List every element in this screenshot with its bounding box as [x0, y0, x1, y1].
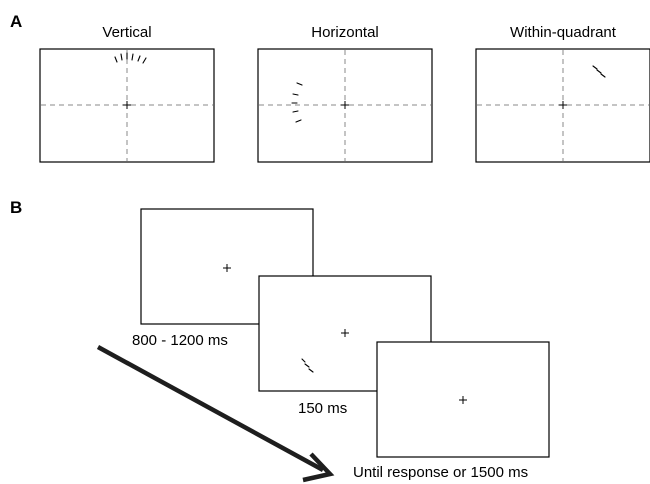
condition-title-vertical: Vertical: [102, 24, 151, 41]
condition-vertical: Vertical: [39, 24, 215, 163]
condition-within-quadrant: Within-quadrant: [475, 24, 650, 163]
target-array-vertical: [114, 52, 147, 64]
condition-horizontal: Horizontal: [257, 24, 433, 163]
panel-a-letter: A: [10, 12, 22, 31]
duration-label-fixation: 800 - 1200 ms: [132, 332, 228, 349]
condition-title-horizontal: Horizontal: [311, 24, 379, 41]
duration-label-target: 150 ms: [298, 400, 347, 417]
target-array-within-quadrant: [592, 65, 606, 78]
target-array-horizontal: [291, 82, 303, 123]
sequence-frame-fixation: 800 - 1200 ms: [132, 208, 314, 349]
duration-label-response: Until response or 1500 ms: [353, 464, 528, 481]
time-arrow: [96, 345, 335, 483]
sequence-frame-response: Until response or 1500 ms: [353, 341, 550, 481]
condition-title-within-quadrant: Within-quadrant: [510, 24, 617, 41]
target-array: [301, 358, 314, 373]
panel-b-letter: B: [10, 198, 22, 217]
